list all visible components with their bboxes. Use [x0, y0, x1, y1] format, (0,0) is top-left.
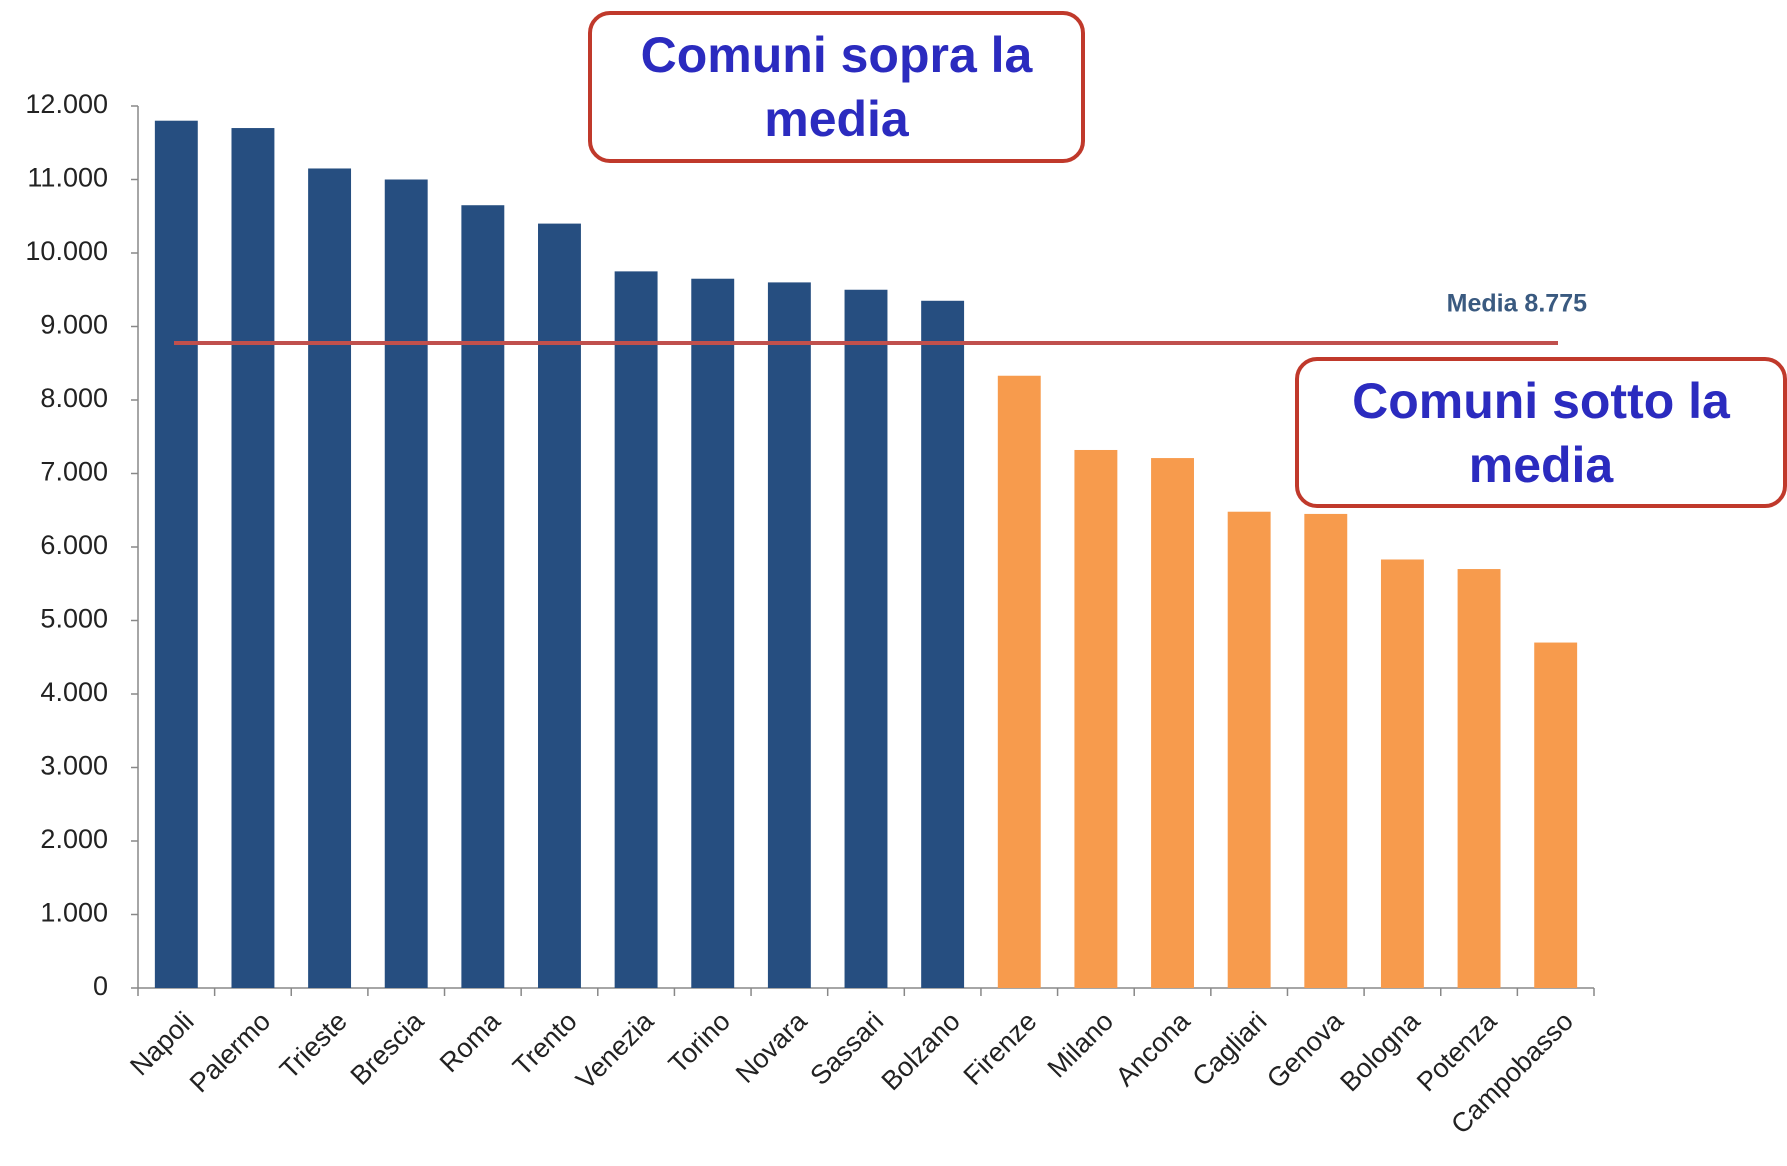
y-tick-label: 0 [93, 971, 108, 1001]
bar [461, 205, 505, 989]
x-tick-label: Genova [1261, 1005, 1350, 1094]
x-tick-label: Cagliari [1186, 1006, 1272, 1092]
x-tick-label: Milano [1042, 1006, 1119, 1083]
y-tick-label: 6.000 [40, 530, 108, 560]
bar [921, 300, 965, 988]
mean-label: Media 8.775 [1447, 290, 1587, 318]
bar [384, 179, 428, 988]
y-tick-label: 3.000 [40, 751, 108, 781]
y-tick-label: 8.000 [40, 383, 108, 413]
x-tick-label: Bolzano [876, 1006, 966, 1096]
x-tick-label: Napoli [124, 1006, 199, 1081]
y-tick-label: 4.000 [40, 677, 108, 707]
x-tick-label: Palermo [184, 1006, 276, 1098]
x-tick-label: Venezia [570, 1005, 660, 1095]
bar [844, 289, 888, 988]
x-tick-label: Novara [730, 1005, 813, 1088]
x-tick-label: Firenze [958, 1006, 1043, 1091]
bar [1074, 449, 1118, 989]
y-tick-label: 10.000 [25, 236, 108, 266]
y-tick-label: 7.000 [40, 457, 108, 487]
bar [614, 271, 658, 988]
x-tick-label: Bologna [1334, 1005, 1426, 1097]
y-tick-label: 5.000 [40, 604, 108, 634]
x-tick-label: Sassari [804, 1006, 889, 1091]
annotation-box: Comuni sotto la media [1295, 357, 1787, 508]
bar [1227, 511, 1271, 988]
y-tick-label: 11.000 [27, 163, 108, 193]
bar [691, 278, 735, 989]
bar [1151, 458, 1194, 988]
bar [767, 282, 811, 988]
bar [1534, 642, 1578, 988]
x-tick-label: Torino [663, 1006, 736, 1079]
bar [997, 375, 1041, 988]
x-tick-label: Roma [434, 1005, 507, 1078]
bar [1304, 513, 1348, 988]
x-tick-label: Brescia [345, 1005, 431, 1091]
bar [308, 168, 352, 989]
y-tick-label: 2.000 [40, 824, 108, 854]
y-tick-label: 12.000 [25, 89, 108, 119]
x-tick-label: Ancona [1110, 1005, 1197, 1092]
y-tick-label: 1.000 [40, 898, 108, 928]
annotation-box: Comuni sopra la media [588, 11, 1085, 163]
x-tick-label: Trieste [274, 1006, 353, 1085]
y-tick-label: 9.000 [40, 310, 108, 340]
bar [538, 223, 581, 989]
bar [154, 120, 198, 988]
bar [1457, 569, 1501, 988]
bar [1380, 559, 1424, 988]
bar [231, 128, 275, 989]
x-tick-label: Trento [507, 1006, 583, 1082]
